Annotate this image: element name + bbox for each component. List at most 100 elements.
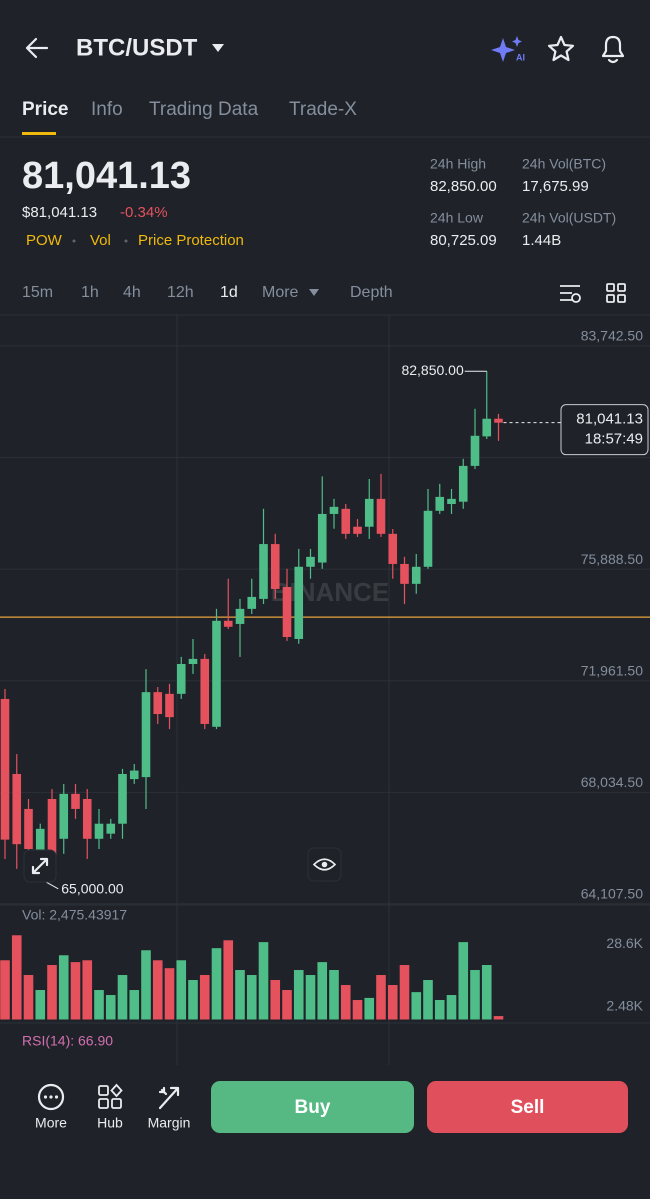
y-tick-label: 2.48K [606, 998, 643, 1014]
candle-body [165, 693, 174, 718]
volume-bar [340, 985, 351, 1020]
separator [124, 239, 128, 243]
interval[interactable]: 1d [220, 284, 238, 301]
candle-body [200, 658, 210, 724]
volume-bar [223, 940, 234, 1020]
tab[interactable]: Price [22, 99, 68, 120]
price-change: -0.34% [120, 204, 168, 221]
stat-value: 1.44B [522, 232, 561, 249]
back-button[interactable] [25, 37, 49, 59]
volume-bar [47, 965, 57, 1020]
candle-body [235, 608, 245, 624]
volume-bar [470, 970, 480, 1020]
volume-bar [58, 955, 69, 1020]
high-label: 82,850.00 [401, 362, 463, 378]
candle-body [341, 508, 351, 534]
low-label: 65,000.00 [61, 881, 123, 897]
expand-button[interactable] [23, 849, 57, 883]
y-tick-label: 64,107.50 [581, 886, 643, 902]
interval[interactable]: 15m [22, 284, 53, 301]
visibility-button[interactable] [307, 847, 342, 882]
volume-bar [0, 960, 10, 1020]
candle-body [129, 770, 139, 780]
ai-button[interactable]: AI [491, 36, 525, 62]
volume-bar [94, 990, 104, 1020]
layout-button[interactable] [606, 283, 626, 303]
pair-title[interactable]: BTC/USDT [76, 34, 198, 61]
button-label: Sell [511, 1097, 545, 1118]
volume-bar [176, 960, 187, 1020]
volume-bar [305, 975, 316, 1020]
volume-bar [458, 942, 469, 1020]
y-tick-label: 75,888.50 [581, 551, 643, 567]
margin-action[interactable]: Margin [148, 1086, 191, 1131]
interval[interactable]: 1h [81, 284, 99, 301]
interval[interactable]: 4h [123, 284, 141, 301]
volume-bar [352, 1000, 363, 1020]
more-caret[interactable] [309, 289, 319, 296]
candle-body [176, 663, 186, 694]
tab[interactable]: Info [91, 99, 123, 120]
favorite-button[interactable] [547, 35, 575, 62]
candle-body [411, 566, 421, 584]
tab[interactable]: Trading Data [149, 99, 259, 120]
candle-body [470, 435, 480, 466]
candle-body [247, 596, 257, 609]
volume-bar [23, 975, 34, 1020]
candle-body [59, 793, 69, 839]
volume-bar [387, 985, 398, 1020]
candle-body [270, 544, 280, 589]
buy-button[interactable]: Buy [211, 1081, 414, 1133]
candle-body [435, 496, 445, 511]
volume-bar [446, 995, 457, 1020]
candle-body [188, 658, 198, 664]
indicator-settings[interactable] [560, 285, 581, 303]
candle-body [306, 556, 315, 567]
candle-body [35, 828, 45, 859]
rsi-label: RSI(14): 66.90 [22, 1033, 113, 1049]
candle-body [259, 544, 268, 599]
volume-bar [293, 970, 304, 1020]
stat-label: 24h Vol(BTC) [522, 156, 606, 172]
tag[interactable]: Vol [90, 232, 111, 249]
candle-body [494, 418, 503, 423]
ai-label: AI [516, 52, 525, 62]
volume-bar [246, 975, 257, 1020]
volume-bar [270, 980, 281, 1020]
sell-button[interactable]: Sell [427, 1081, 628, 1133]
volume-bar [423, 980, 433, 1020]
tag[interactable]: POW [26, 232, 63, 249]
interval[interactable]: More [262, 284, 299, 301]
stat-label: 24h Vol(USDT) [522, 210, 616, 226]
candle-body [317, 513, 327, 563]
hub-action[interactable]: Hub [97, 1083, 123, 1131]
volume-bar [329, 970, 339, 1020]
last-price-label: 81,041.13 [576, 411, 643, 428]
candle-body [364, 498, 374, 527]
volume-bar [493, 1016, 504, 1020]
action-label: Margin [148, 1115, 191, 1131]
tag[interactable]: Price Protection [138, 232, 244, 249]
usd-price: $81,041.13 [22, 204, 97, 221]
candle-body [482, 418, 492, 437]
candle-body [212, 620, 221, 727]
interval[interactable]: 12h [167, 284, 194, 301]
action-label: More [35, 1115, 67, 1131]
candle-body [71, 793, 80, 809]
last-price: 81,041.13 [22, 155, 191, 197]
interval[interactable]: Depth [350, 284, 393, 301]
more-action[interactable]: More [35, 1083, 67, 1131]
candle-body [153, 692, 163, 715]
volume-bar [199, 975, 210, 1020]
alert-button[interactable] [601, 35, 625, 64]
candle-body [388, 533, 398, 564]
tab[interactable]: Trade-X [289, 99, 357, 120]
candle-body [106, 823, 116, 834]
candle-body [47, 798, 57, 859]
stat-label: 24h High [430, 156, 486, 172]
pair-caret[interactable] [212, 44, 224, 52]
y-tick-label: 71,961.50 [581, 662, 643, 678]
volume-bar [481, 965, 492, 1020]
